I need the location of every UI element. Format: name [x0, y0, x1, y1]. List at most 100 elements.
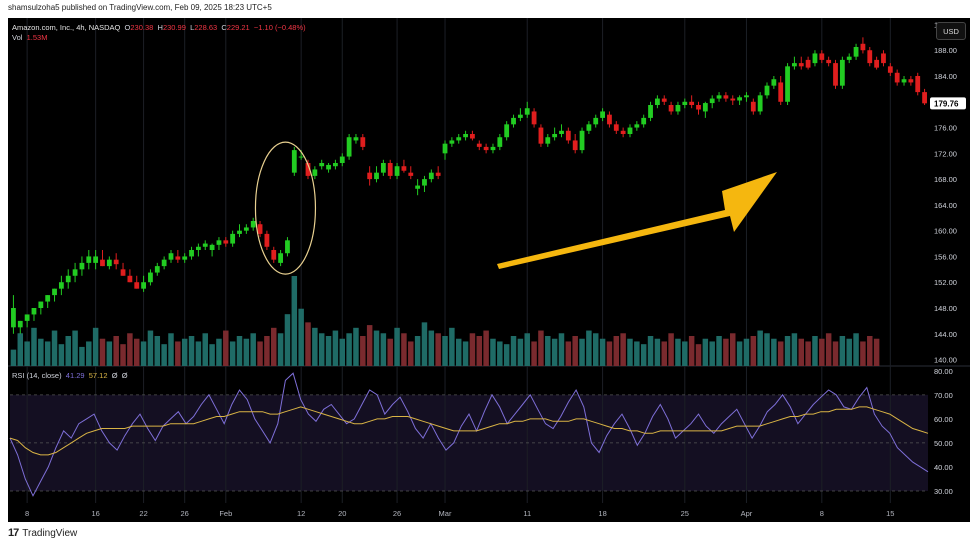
x-tick-label: 22: [139, 509, 147, 518]
volume-bar: [277, 333, 284, 366]
candle-body: [744, 95, 749, 98]
candle-body: [223, 240, 229, 244]
candle-body: [401, 166, 407, 171]
low-value: 228.63: [194, 23, 218, 32]
volume-bar: [10, 349, 17, 366]
currency-button[interactable]: USD: [936, 22, 966, 40]
candle-body: [901, 79, 907, 83]
price-tick-label: 152.00: [934, 278, 957, 287]
candle-body: [668, 105, 674, 112]
volume-bar: [853, 333, 859, 366]
volume-bar: [380, 333, 387, 366]
volume-bar: [195, 341, 202, 366]
candle-body: [805, 59, 811, 68]
volume-bar: [360, 336, 366, 366]
candle-body: [654, 98, 660, 105]
rsi-placeholder-1: Ø: [111, 371, 118, 380]
symbol-label: Amazon.com, Inc., 4h, NASDAQ: [12, 23, 121, 32]
rsi-tick-label: 30.00: [934, 487, 953, 496]
candle-body: [559, 130, 564, 134]
volume-legend: Vol 1.53M: [12, 33, 47, 42]
candle-body: [661, 98, 667, 102]
candle-body: [887, 66, 893, 73]
candle-body: [243, 227, 249, 231]
candle-body: [613, 124, 619, 131]
x-tick-label: 11: [523, 509, 531, 518]
candle-body: [298, 156, 304, 158]
candle-body: [305, 163, 311, 176]
candle-body: [100, 259, 105, 267]
volume-bar: [408, 341, 414, 366]
candle-body: [148, 272, 153, 283]
candle-body: [552, 134, 558, 138]
volume-bar: [175, 341, 181, 366]
high-value: 230.99: [162, 23, 186, 32]
candle-body: [572, 140, 578, 151]
price-tick-label: 164.00: [934, 201, 957, 210]
candle-body: [360, 137, 366, 147]
candle-body: [346, 137, 352, 157]
volume-bar: [229, 341, 236, 366]
volume-bar: [709, 341, 715, 366]
candle-body: [511, 117, 516, 125]
candle-body: [38, 301, 44, 308]
rsi-placeholder-2: Ø: [121, 371, 128, 380]
x-tick-label: 12: [297, 509, 305, 518]
candle-body: [709, 98, 715, 104]
candle-body: [435, 172, 441, 176]
candle-body: [620, 130, 626, 134]
volume-bar: [394, 327, 400, 366]
volume-bar: [620, 333, 626, 366]
volume-bar: [161, 344, 167, 366]
rsi-value: 41.29: [65, 371, 85, 380]
volume-bar: [86, 341, 92, 366]
volume-bar: [716, 336, 722, 366]
volume-label: Vol: [12, 33, 23, 42]
candle-body: [422, 179, 427, 186]
x-tick-label: 20: [338, 509, 346, 518]
volume-bar: [236, 336, 243, 366]
candle-body: [271, 250, 277, 260]
candle-body: [93, 256, 99, 263]
volume-bar: [531, 341, 537, 366]
candle-body: [250, 221, 256, 228]
candle-body: [161, 259, 167, 267]
volume-bar: [24, 341, 30, 366]
volume-bar: [120, 344, 126, 366]
volume-bar: [209, 344, 215, 366]
candle-body: [839, 59, 845, 86]
candle-body: [860, 43, 866, 51]
volume-bar: [154, 336, 161, 366]
last-price-label: 179.76: [934, 99, 959, 108]
volume-bar: [647, 336, 654, 366]
volume-bar: [325, 336, 332, 366]
volume-bar: [750, 336, 757, 366]
chart-container[interactable]: 8 16 22 26 Feb 12 20 26 Mar 11 18 25 Apr 8 15 140.00 144…: [8, 18, 970, 522]
volume-bar: [271, 327, 277, 366]
candle-body: [456, 137, 462, 141]
rsi-tick-label: 80.00: [934, 367, 953, 376]
volume-bar: [140, 341, 147, 366]
candle-body: [490, 146, 496, 151]
volume-bar: [298, 308, 304, 366]
volume-bar: [106, 341, 113, 366]
volume-value: 1.53M: [26, 33, 48, 42]
rsi-tick-label: 40.00: [934, 463, 953, 472]
volume-bar: [449, 327, 455, 366]
open-label: O: [124, 23, 131, 32]
candle-body: [86, 256, 92, 263]
price-legend: Amazon.com, Inc., 4h, NASDAQ O230.38 H23…: [12, 23, 306, 32]
candle-body: [696, 105, 701, 110]
candle-body: [374, 172, 379, 180]
volume-bar: [339, 338, 346, 366]
candle-body: [394, 166, 400, 176]
volume-bar: [572, 336, 578, 366]
chart-canvas[interactable]: 8 16 22 26 Feb 12 20 26 Mar 11 18 25 Apr 8 15 140.00 144…: [8, 18, 970, 522]
volume-bar: [366, 325, 373, 366]
candle-body: [380, 163, 386, 173]
volume-bar: [99, 338, 106, 366]
candle-body: [339, 156, 345, 163]
candle-body: [79, 262, 85, 270]
candle-body: [127, 275, 133, 283]
volume-bar: [133, 338, 140, 366]
